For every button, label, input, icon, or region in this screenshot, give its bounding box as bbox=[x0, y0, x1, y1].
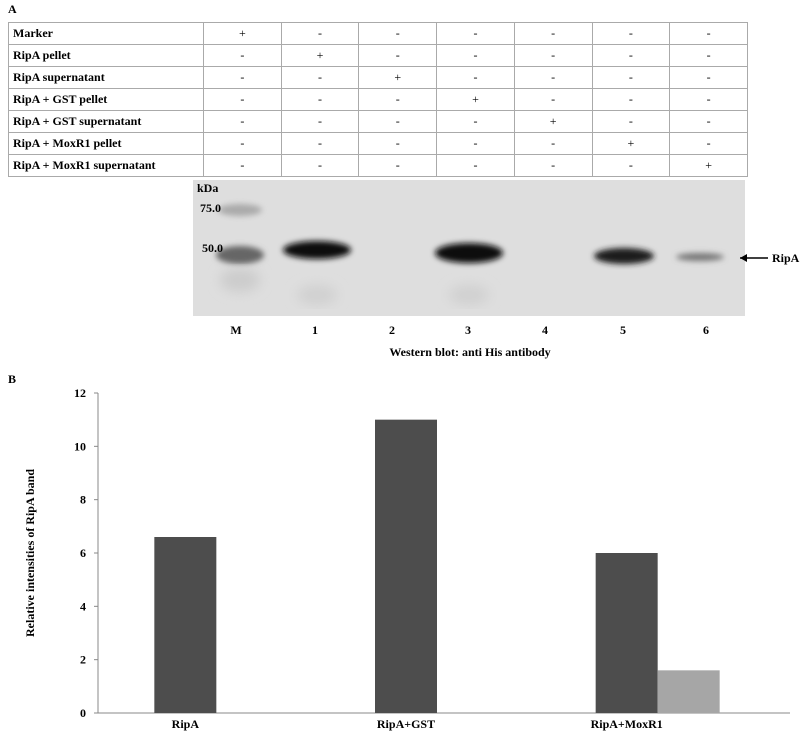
lane-label: M bbox=[230, 323, 241, 337]
bar bbox=[595, 553, 658, 713]
cell: - bbox=[280, 154, 360, 177]
row-label: RipA pellet bbox=[8, 44, 204, 67]
cell: - bbox=[513, 154, 593, 177]
lane-label: 2 bbox=[389, 323, 395, 337]
lane-label: 5 bbox=[620, 323, 626, 337]
marker-label: 75.0 bbox=[200, 201, 221, 215]
table-row: RipA + MoxR1 supernatant - - - - - - + bbox=[8, 154, 748, 177]
y-axis-label: Relative intensities of RipA band bbox=[23, 469, 37, 637]
row-label: RipA + GST pellet bbox=[8, 88, 204, 111]
lane-label: 6 bbox=[703, 323, 709, 337]
bar bbox=[375, 419, 437, 713]
y-tick-label: 6 bbox=[80, 546, 86, 560]
cell: - bbox=[436, 154, 515, 177]
x-tick-label: RipA bbox=[172, 717, 200, 731]
band-label: RipA bbox=[772, 251, 800, 265]
blot: kDa 75.0 50.0 RipA Western blot: anti Hi… bbox=[193, 180, 800, 359]
bar bbox=[657, 670, 720, 713]
bar bbox=[154, 537, 217, 713]
lane-label: 3 bbox=[465, 323, 471, 337]
y-tick-label: 0 bbox=[80, 706, 86, 720]
marker-label: 50.0 bbox=[202, 241, 223, 255]
row-label: RipA + GST supernatant bbox=[8, 110, 204, 133]
y-tick-label: 2 bbox=[80, 653, 86, 667]
cell: + bbox=[669, 154, 748, 177]
sample-table: Marker + - - - - - - RipA pellet - + - - - - - RipA supe… bbox=[8, 22, 748, 177]
bands bbox=[216, 204, 724, 264]
table-row: RipA supernatant - - + - - - - bbox=[8, 66, 748, 89]
blot-caption: Western blot: anti His antibody bbox=[389, 345, 550, 359]
row-label: RipA + MoxR1 supernatant bbox=[8, 154, 204, 177]
x-tick-label: RipA+MoxR1 bbox=[591, 717, 663, 731]
row-label: RipA supernatant bbox=[8, 66, 204, 89]
unit-label: kDa bbox=[197, 181, 218, 195]
y-tick-label: 12 bbox=[74, 386, 86, 400]
x-tick-label: RipA+GST bbox=[377, 717, 435, 731]
cell: - bbox=[203, 154, 282, 177]
lane-label: 1 bbox=[312, 323, 318, 337]
arrowhead bbox=[740, 254, 747, 262]
lane-label: 4 bbox=[542, 323, 548, 337]
panel-label: B bbox=[8, 372, 17, 386]
y-tick-label: 10 bbox=[74, 439, 86, 453]
panel-label: A bbox=[8, 2, 17, 16]
y-tick-label: 4 bbox=[80, 599, 86, 613]
table-row: RipA + MoxR1 pellet - - - - - + - bbox=[8, 132, 748, 155]
y-tick-label: 8 bbox=[80, 493, 86, 507]
